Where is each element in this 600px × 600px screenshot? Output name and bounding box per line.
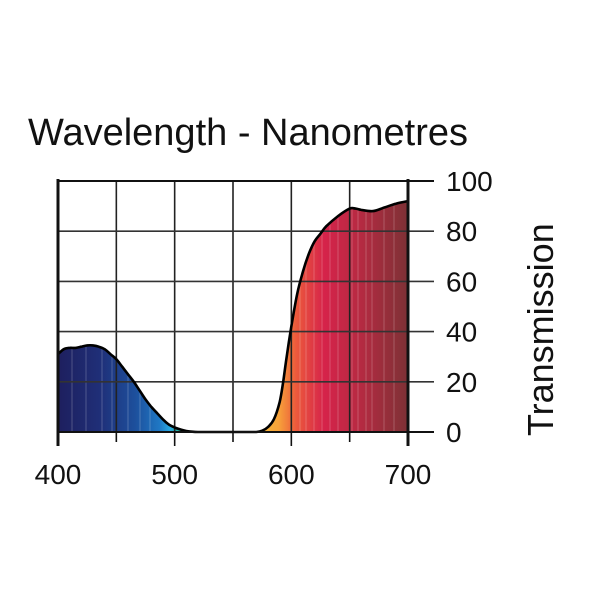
chart-title: Wavelength - Nanometres: [28, 112, 468, 154]
y-axis-label: Transmission: [520, 223, 561, 436]
y-tick-label: 100: [446, 166, 493, 197]
x-tick-label: 500: [151, 459, 198, 490]
y-tick-labels: 0 20 40 60 80 100: [446, 166, 493, 448]
y-tick-label: 80: [446, 216, 477, 247]
axes: [56, 179, 434, 446]
x-tick-label: 700: [385, 459, 432, 490]
x-tick-label: 400: [35, 459, 82, 490]
y-tick-label: 20: [446, 367, 477, 398]
y-tick-label: 60: [446, 266, 477, 297]
y-tick-label: 40: [446, 317, 477, 348]
transmission-area: [58, 201, 408, 432]
x-tick-labels: 400 500 600 700: [35, 459, 432, 490]
grid: [58, 181, 434, 432]
y-tick-label: 0: [446, 417, 462, 448]
x-tick-label: 600: [268, 459, 315, 490]
